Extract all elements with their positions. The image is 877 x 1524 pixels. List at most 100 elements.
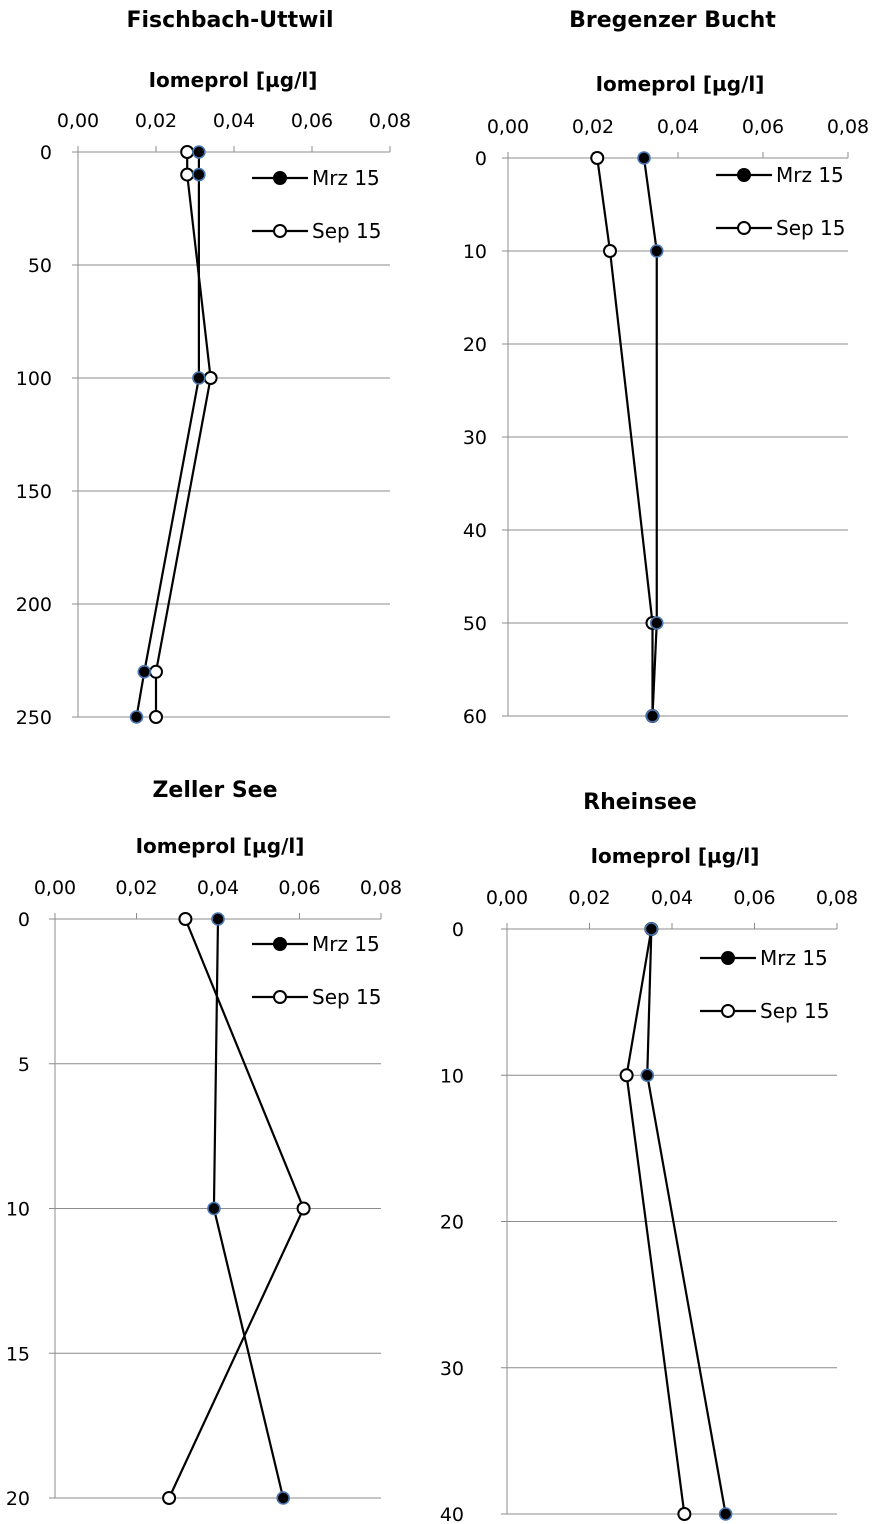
y-tick-label: 5: [18, 1054, 30, 1076]
data-point-sep-15: [603, 244, 617, 258]
data-point-mrz-15: [718, 1507, 733, 1521]
data-point-mrz-15: [211, 912, 225, 926]
data-point-mrz-15: [644, 922, 659, 936]
legend-marker: [273, 171, 287, 185]
x-tick-label: 0,02: [115, 877, 157, 899]
x-axis-title: Iomeprol [µg/l]: [595, 72, 765, 96]
data-point-mrz-15: [192, 371, 206, 385]
x-tick-label: 0,04: [657, 116, 699, 138]
chart-title: Rheinsee: [583, 790, 697, 815]
legend-label: Mrz 15: [760, 946, 828, 970]
x-tick-label: 0,06: [291, 110, 333, 132]
y-tick-label: 200: [16, 594, 52, 616]
chart-svg: 0 5 10 15 20 0,00 0,02 0,04 0,06 0,08 Mrz 15 Sep 15: [6, 877, 402, 1510]
y-tick-label: 20: [463, 334, 487, 356]
y-tick-label: 30: [440, 1358, 464, 1380]
chart-panel-bregenzer-bucht: Bregenzer Bucht Iomeprol [µg/l] 0 10 20 30 4…: [430, 0, 877, 740]
chart-svg: 0 50 100 150 200 250 0,00 0,02 0,04 0,06 0,08 Mrz 1…: [16, 110, 411, 729]
data-point-sep-15: [162, 1491, 177, 1505]
y-tick-label: 10: [440, 1065, 464, 1087]
data-point-mrz-15: [649, 616, 664, 630]
data-point-sep-15: [590, 151, 605, 165]
legend-marker: [721, 951, 735, 965]
y-tick-label: 100: [16, 368, 52, 390]
x-tick-label: 0,02: [572, 116, 614, 138]
y-tick-label: 40: [463, 520, 487, 542]
data-point-sep-15: [180, 167, 195, 182]
series-line-sep-15: [154, 152, 212, 717]
legend-marker: [273, 224, 287, 238]
data-point-mrz-15: [192, 167, 206, 182]
x-tick-label: 0,08: [369, 110, 411, 132]
y-tick-label: 15: [6, 1343, 30, 1365]
x-tick-label: 0,06: [278, 877, 320, 899]
y-tick-label: 50: [463, 613, 487, 635]
legend-label: Mrz 15: [312, 166, 380, 190]
legend-label: Sep 15: [760, 999, 830, 1023]
legend-label: Mrz 15: [776, 163, 844, 187]
series-line-mrz-15: [642, 157, 658, 717]
data-point-sep-15: [203, 371, 218, 385]
data-point-mrz-15: [137, 664, 152, 679]
data-point-mrz-15: [649, 244, 664, 258]
data-point-mrz-15: [276, 1491, 291, 1505]
x-tick-label: 0,02: [135, 110, 177, 132]
data-point-mrz-15: [207, 1201, 221, 1216]
y-tick-label: 0: [452, 919, 464, 941]
x-tick-label: 0,04: [651, 887, 693, 909]
data-point-sep-15: [619, 1068, 634, 1083]
x-tick-label: 0,00: [57, 110, 99, 132]
legend-label: Sep 15: [312, 985, 382, 1009]
x-tick-label: 0,00: [487, 116, 529, 138]
data-point-sep-15: [677, 1507, 692, 1521]
x-tick-label: 0,04: [197, 877, 239, 899]
legend-marker: [721, 1004, 735, 1018]
chart-title: Zeller See: [152, 778, 278, 803]
data-point-sep-15: [178, 912, 193, 926]
x-axis-title: Iomeprol [µg/l]: [590, 844, 760, 868]
y-tick-label: 20: [6, 1488, 30, 1510]
chart-panel-zeller-see: Zeller See Iomeprol [µg/l] 0 5 10 15 20 0,00 0…: [0, 760, 430, 1524]
x-tick-label: 0,08: [360, 877, 402, 899]
y-tick-label: 30: [463, 427, 487, 449]
x-tick-label: 0,06: [742, 116, 784, 138]
y-tick-label: 0: [18, 909, 30, 931]
chart-panel-rheinsee: Rheinsee Iomeprol [µg/l] 0 10 20 30 40 0,00 0,…: [430, 760, 877, 1524]
y-tick-label: 40: [440, 1504, 464, 1524]
x-tick-label: 0,00: [486, 887, 528, 909]
y-tick-label: 0: [475, 148, 487, 170]
x-tick-label: 0,08: [816, 887, 858, 909]
y-tick-label: 50: [28, 255, 52, 277]
x-tick-label: 0,04: [213, 110, 255, 132]
x-axis-title: Iomeprol [µg/l]: [135, 834, 305, 858]
legend-label: Sep 15: [776, 216, 846, 240]
series-line-mrz-15: [135, 152, 200, 718]
legend-marker: [737, 168, 751, 182]
y-tick-label: 60: [463, 706, 487, 728]
legend-marker: [737, 221, 751, 235]
legend-marker: [273, 937, 287, 951]
data-point-mrz-15: [637, 151, 651, 165]
y-tick-label: 250: [16, 707, 52, 729]
data-point-mrz-15: [640, 1068, 655, 1083]
data-point-mrz-15: [129, 710, 144, 724]
chart-panel-fischbach-uttwil: Fischbach-Uttwil Iomeprol [µg/l] 0 50 100 1…: [0, 0, 430, 740]
x-tick-label: 0,02: [568, 887, 610, 909]
data-point-mrz-15: [645, 709, 660, 723]
chart-svg: 0 10 20 30 40 50 60 0,00 0,02 0,04 0,06 0,08 Mrz 15 S…: [463, 116, 869, 728]
legend-marker: [273, 990, 287, 1004]
data-point-sep-15: [149, 710, 163, 724]
series-line-sep-15: [596, 157, 654, 716]
x-tick-label: 0,08: [827, 116, 869, 138]
x-tick-label: 0,00: [34, 877, 76, 899]
legend-label: Sep 15: [312, 219, 382, 243]
chart-svg: 0 10 20 30 40 0,00 0,02 0,04 0,06 0,08 Mrz 15 Sep 1…: [440, 887, 858, 1524]
data-point-mrz-15: [192, 145, 206, 159]
y-tick-label: 150: [16, 481, 52, 503]
data-point-sep-15: [149, 664, 163, 679]
x-axis-title: Iomeprol [µg/l]: [148, 68, 318, 92]
x-tick-label: 0,06: [733, 887, 775, 909]
y-tick-label: 10: [463, 241, 487, 263]
legend-label: Mrz 15: [312, 932, 380, 956]
y-tick-label: 20: [440, 1212, 464, 1234]
